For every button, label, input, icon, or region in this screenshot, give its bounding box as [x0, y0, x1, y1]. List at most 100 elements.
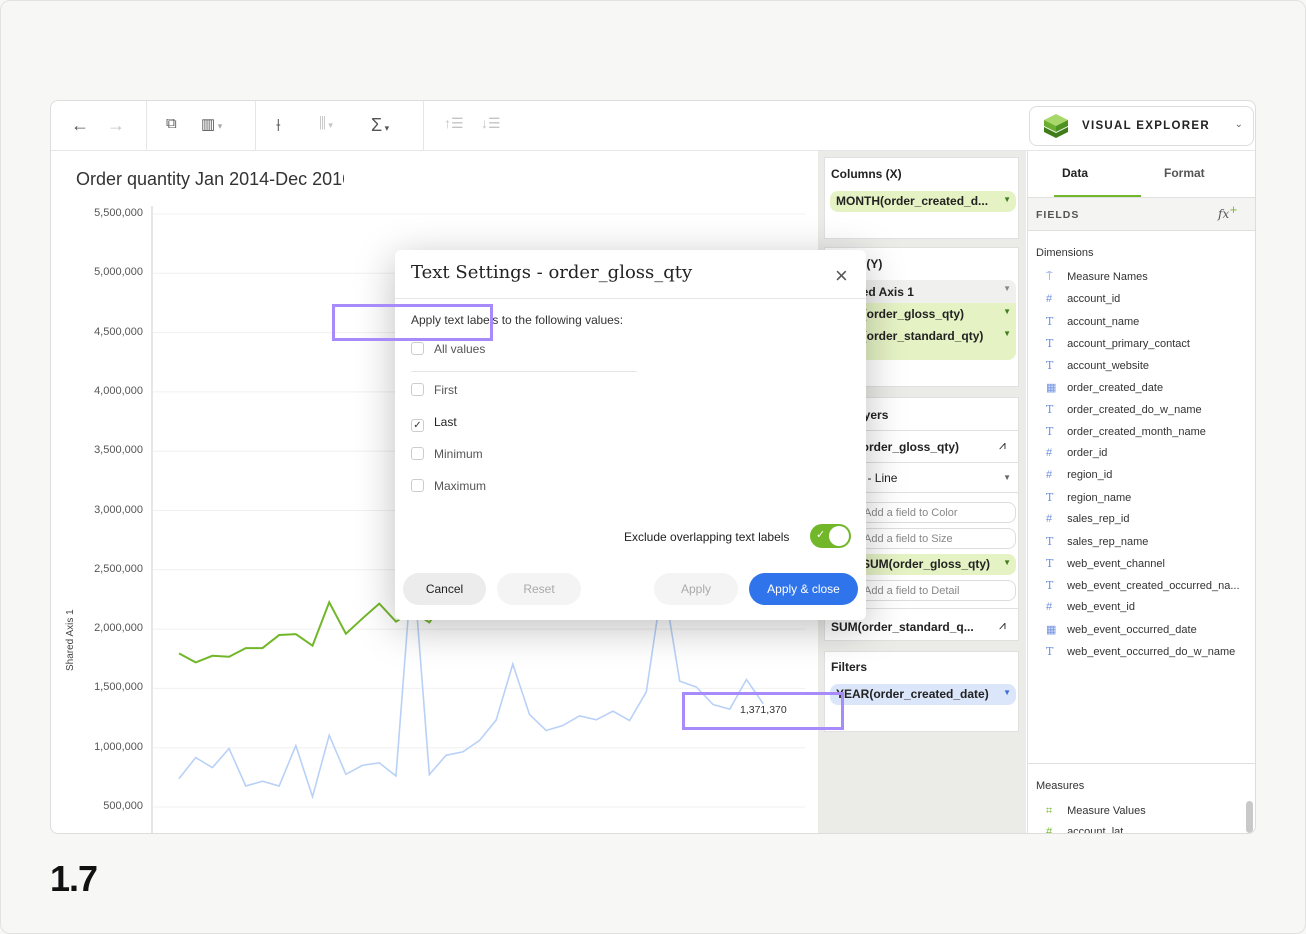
cancel-button[interactable]: Cancel: [403, 573, 486, 605]
field-label: account_lat: [1067, 826, 1124, 834]
checkbox-last[interactable]: ✓ Last: [411, 415, 457, 432]
text-type-icon: T: [1046, 645, 1054, 658]
y-tick-label: 2,500,000: [94, 562, 143, 575]
aggregate-button[interactable]: Σ ▾: [371, 115, 390, 135]
field-item[interactable]: # sales_rep_id: [1046, 513, 1129, 525]
active-tab-indicator: [1054, 195, 1141, 197]
add-chart-icon[interactable]: ⧉: [166, 115, 177, 132]
field-account-lat[interactable]: # account_lat: [1046, 826, 1124, 834]
field-label: sales_rep_name: [1067, 536, 1149, 548]
swap-axes-icon[interactable]: ⟊: [276, 115, 281, 135]
rows-pill-label: SUM(order_standard_qty): [836, 329, 984, 343]
field-item[interactable]: T account_website: [1046, 359, 1149, 372]
apply-close-button[interactable]: Apply & close: [749, 573, 858, 605]
field-item[interactable]: T region_name: [1046, 491, 1131, 504]
line-chart-icon: ⩘: [999, 438, 1006, 452]
caret-down-icon[interactable]: ▼: [1003, 284, 1011, 293]
field-label: web_event_channel: [1067, 558, 1165, 570]
calendar-icon: ▦: [1046, 382, 1057, 394]
layer-standard[interactable]: SUM(order_standard_q...: [831, 620, 974, 634]
chart-title: Order quantity Jan 2014-Dec 2016: [76, 169, 344, 189]
field-label: order_id: [1067, 447, 1108, 459]
add-formula-icon[interactable]: fx+: [1218, 205, 1238, 221]
field-item[interactable]: # order_id: [1046, 447, 1107, 459]
checkbox-icon: [411, 447, 424, 460]
sort-descending-icon[interactable]: ↓☰: [481, 115, 501, 131]
field-label: account_name: [1067, 316, 1140, 328]
visual-explorer-label: VISUAL EXPLORER: [1082, 120, 1210, 132]
scrollbar[interactable]: [1246, 801, 1253, 833]
checkbox-minimum[interactable]: Minimum: [411, 447, 483, 461]
exclude-overlap-toggle[interactable]: ✓: [810, 524, 851, 548]
apply-button[interactable]: Apply: [654, 573, 738, 605]
field-label: web_event_created_occurred_na...: [1067, 580, 1240, 592]
forward-button[interactable]: →: [107, 115, 125, 135]
visual-explorer-dropdown[interactable]: VISUAL EXPLORER ⌄: [1029, 106, 1254, 146]
y-tick-label: 1,000,000: [94, 740, 143, 753]
checkbox-label: First: [434, 383, 458, 397]
caret-down-icon[interactable]: ▼: [1003, 307, 1011, 316]
caret-down-icon[interactable]: ▼: [1003, 688, 1011, 697]
field-item[interactable]: ⍑ Measure Names: [1046, 271, 1148, 284]
clear-chart-icon[interactable]: ▥ ▾: [201, 116, 223, 133]
close-icon[interactable]: ×: [835, 263, 848, 288]
checkbox-maximum[interactable]: Maximum: [411, 479, 486, 493]
caret-down-icon[interactable]: ▼: [1003, 558, 1011, 567]
tab-data[interactable]: Data: [1062, 166, 1089, 180]
field-item[interactable]: T order_created_month_name: [1046, 425, 1206, 438]
step-number: 1.7: [50, 858, 98, 899]
field-item[interactable]: T account_primary_contact: [1046, 337, 1190, 350]
filter-pill[interactable]: YEAR(order_created_date) ▼: [830, 684, 1016, 705]
fit-width-icon[interactable]: ⫼ ▾: [319, 115, 333, 132]
field-label: region_name: [1067, 492, 1132, 504]
toolbar: ← → ⧉ ▥ ▾ ⟊ ⫼ ▾ Σ ▾ ↑☰ ↓☰ VISUAL EXPLORE…: [51, 101, 1255, 151]
field-item[interactable]: # web_event_id: [1046, 601, 1135, 613]
text-type-icon: T: [1046, 557, 1054, 570]
field-label: Measure Names: [1067, 271, 1148, 283]
sort-ascending-icon[interactable]: ↑☰: [444, 115, 464, 131]
checkbox-label: Minimum: [434, 447, 483, 461]
size-field[interactable]: Add a field to Size: [855, 528, 1016, 549]
highlight-last-label: [682, 692, 844, 730]
tab-format[interactable]: Format: [1164, 166, 1205, 180]
checkbox-icon: [411, 383, 424, 396]
checkbox-first[interactable]: First: [411, 383, 457, 397]
line-chart-icon: ⩘: [999, 618, 1006, 632]
rows-pill-standard[interactable]: SUM(order_standard_qty) ▼: [830, 325, 1016, 347]
text-type-icon: T: [1046, 403, 1054, 416]
field-item[interactable]: T web_event_created_occurred_na...: [1046, 579, 1240, 592]
field-item[interactable]: T account_name: [1046, 315, 1139, 328]
back-button[interactable]: ←: [71, 115, 89, 135]
caret-down-icon[interactable]: ▼: [1003, 195, 1011, 204]
field-measure-values[interactable]: ⌗ Measure Values: [1046, 805, 1146, 818]
y-tick-label: 500,000: [103, 800, 143, 812]
checkmark-icon: ✓: [816, 529, 826, 541]
hash-icon: #: [1046, 469, 1053, 481]
text-type-icon: T: [1046, 579, 1054, 592]
field-item[interactable]: T order_created_do_w_name: [1046, 403, 1202, 416]
hash-icon: #: [1046, 293, 1053, 305]
checkbox-all-values[interactable]: All values: [411, 342, 485, 356]
rows-pill-gloss[interactable]: SUM(order_gloss_qty) ▼: [830, 303, 1016, 325]
field-item[interactable]: ▦ web_event_occurred_date: [1046, 623, 1197, 636]
chevron-down-icon: ⌄: [1234, 119, 1243, 130]
field-label: sales_rep_id: [1067, 513, 1130, 525]
field-item[interactable]: T web_event_occurred_do_w_name: [1046, 645, 1235, 658]
y-tick-label: 1,500,000: [94, 681, 143, 694]
y-tick-label: 3,500,000: [94, 444, 143, 457]
field-item[interactable]: # region_id: [1046, 469, 1112, 481]
columns-pill[interactable]: MONTH(order_created_d... ▼: [830, 191, 1016, 212]
text-type-icon: T: [1046, 425, 1054, 438]
field-item[interactable]: ▦ order_created_date: [1046, 381, 1163, 394]
filters-title: Filters: [831, 660, 868, 674]
field-item[interactable]: T sales_rep_name: [1046, 535, 1148, 548]
caret-down-icon[interactable]: ▼: [1003, 329, 1011, 338]
text-pill[interactable]: SUM(order_gloss_qty) ▼: [855, 554, 1016, 575]
field-item[interactable]: T web_event_channel: [1046, 557, 1165, 570]
text-pill-label: SUM(order_gloss_qty): [862, 557, 991, 571]
field-label: web_event_occurred_do_w_name: [1067, 646, 1236, 658]
detail-field[interactable]: Add a field to Detail: [855, 580, 1016, 601]
color-field[interactable]: Add a field to Color: [855, 502, 1016, 523]
reset-button[interactable]: Reset: [497, 573, 581, 605]
field-item[interactable]: # account_id: [1046, 293, 1120, 305]
